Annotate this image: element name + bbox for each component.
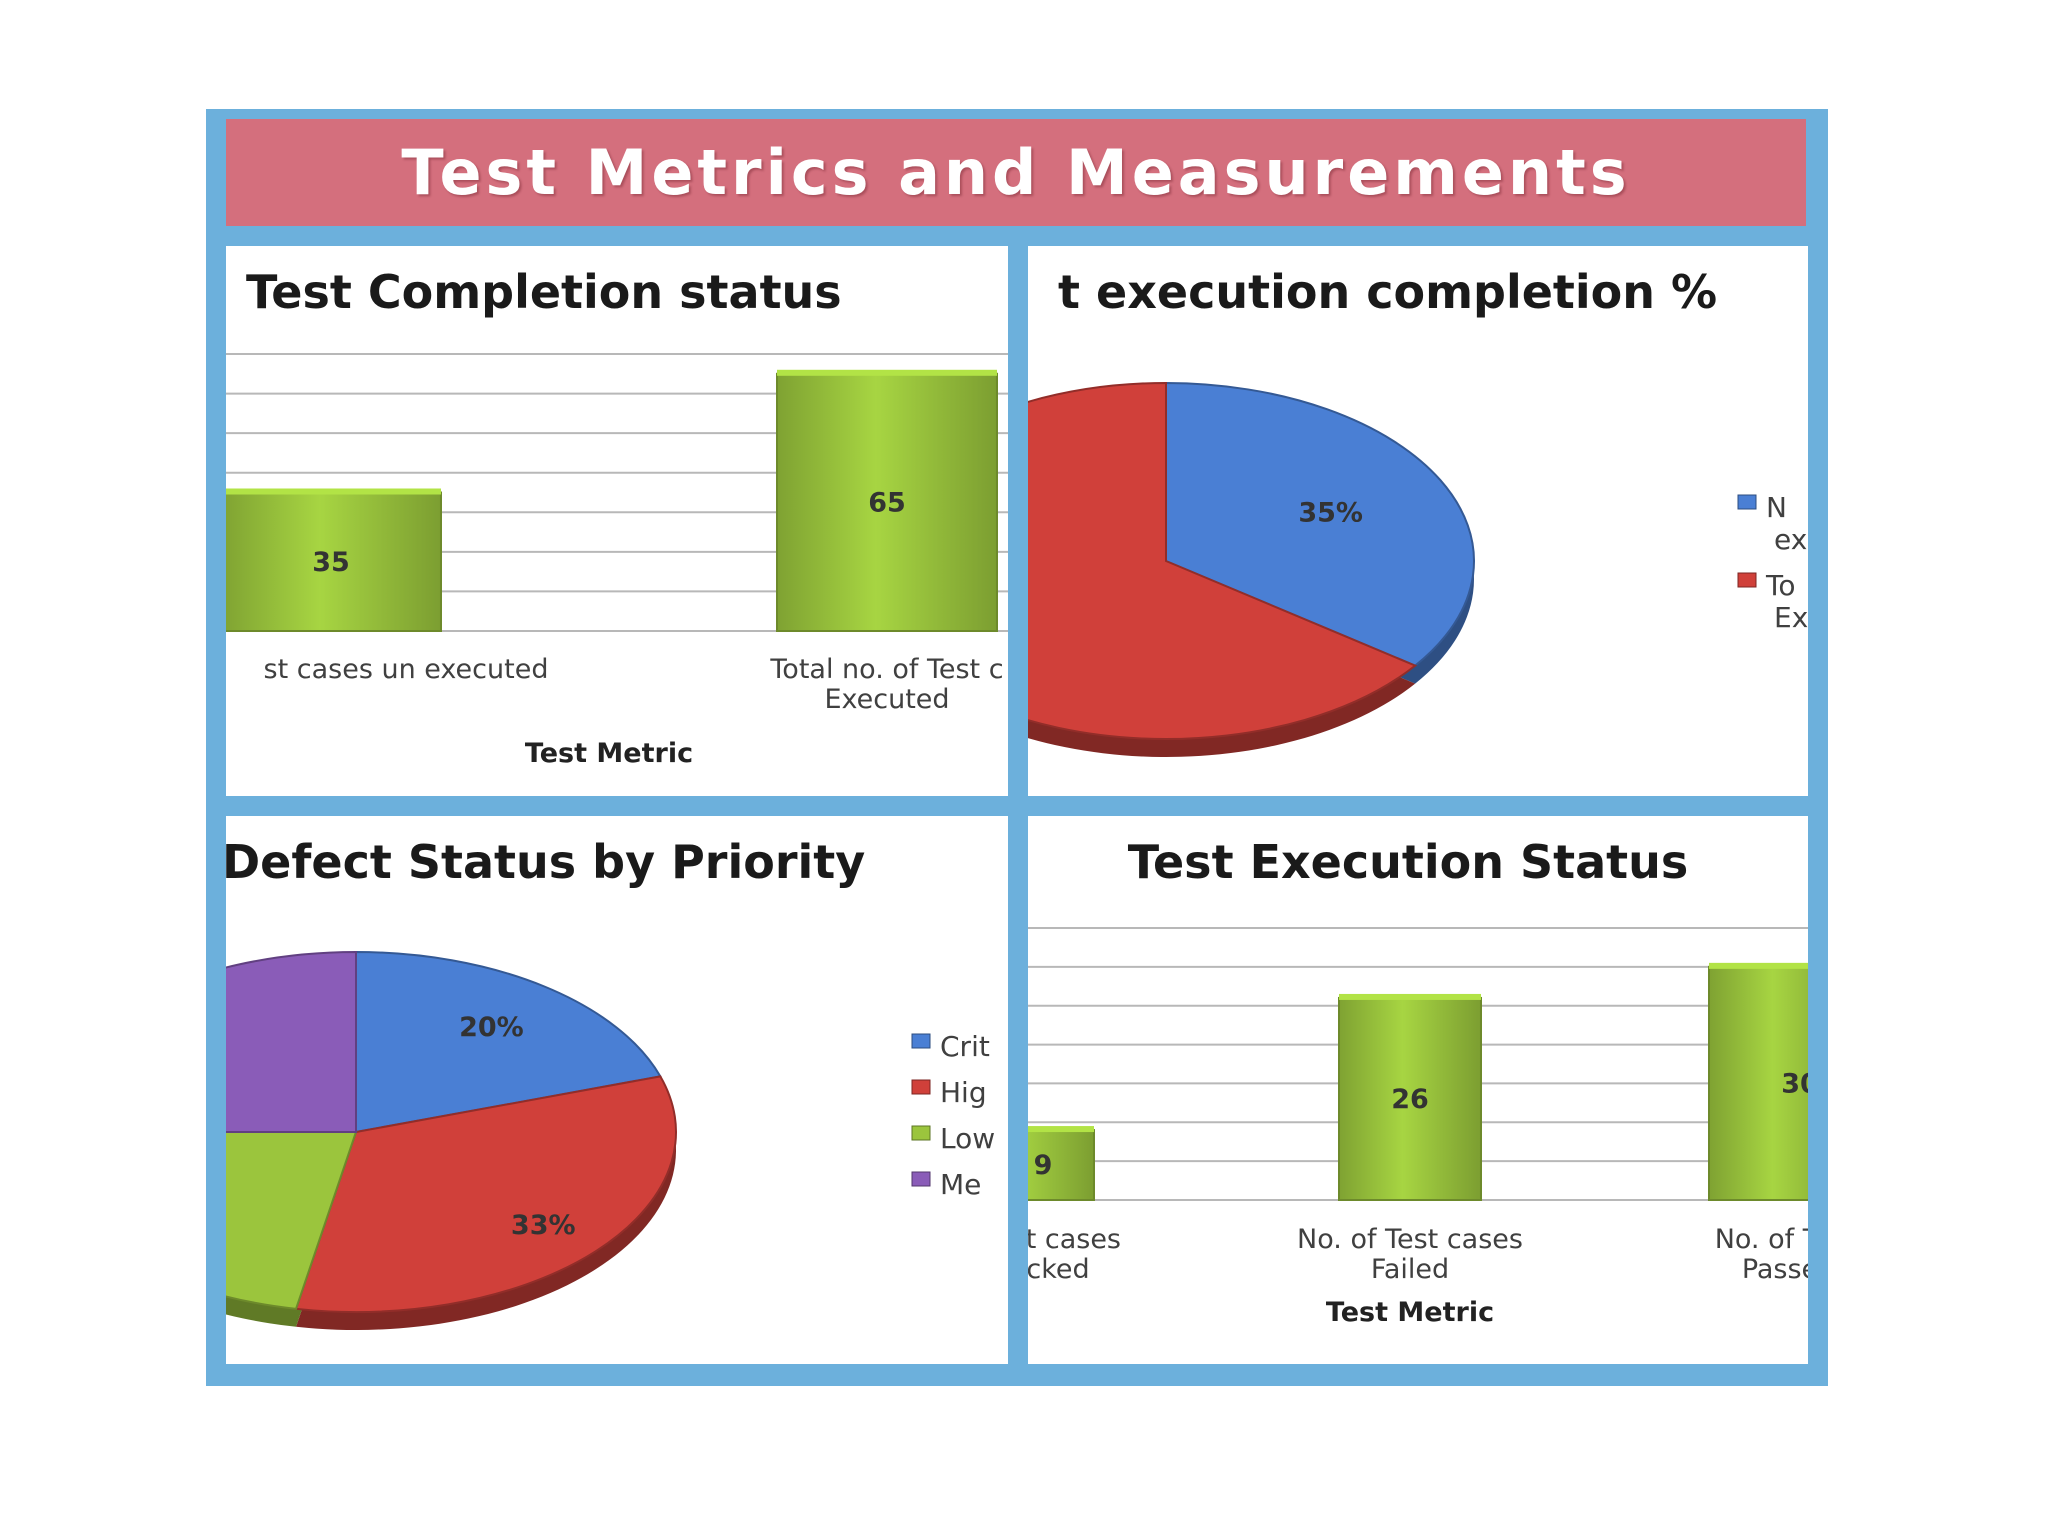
legend-label: Low [940,1122,995,1155]
bar [226,491,442,632]
legend-swatch [911,1125,931,1141]
bar [1708,965,1808,1201]
category-label: Executed [824,684,949,715]
category-label: Passe [1742,1254,1808,1285]
legend-label: Ex [1774,601,1808,634]
pie-slice [294,1075,677,1313]
defect-priority-pie-chart: Defect Status by Priority20%33%%CritHigL… [226,835,995,1330]
legend-label: Crit [940,1030,990,1063]
category-label: est cases [1028,1224,1121,1255]
bar-top-highlight [1709,962,1808,969]
pie-slice [226,1131,358,1310]
legend-swatch [1737,572,1757,588]
legend-label: N [1766,491,1787,524]
legend-swatch [911,1079,931,1095]
data-label: 30 [1781,1068,1808,1099]
bar-top-highlight [1339,993,1481,1000]
chart-title: Test Completion status [246,265,842,319]
bar-top-highlight [226,488,441,495]
legend-label: ex [1774,523,1807,556]
test-completion-bar-chart: Test Completion status 35 65 st cases un ex… [226,265,1008,769]
category-label: cked [1028,1254,1090,1285]
pie-slice [1028,381,1418,740]
category-label: st cases un executed [264,654,549,685]
legend-swatch [911,1171,931,1187]
category-label: No. of Test cases [1297,1224,1523,1255]
bar-top-highlight [777,369,997,376]
legend-swatch [1737,494,1757,510]
bar [1028,1129,1095,1201]
pie-slice [1165,381,1475,667]
data-label: 65 [868,487,906,518]
bar [776,372,998,633]
page-title: Test Metrics and Measurements [401,136,1631,209]
slice-label: 33% [511,1210,576,1241]
bar [1338,996,1482,1201]
slice-label: 20% [459,1012,524,1043]
category-label: No. of Tes [1715,1224,1808,1255]
pie-slice [355,950,662,1134]
data-label: 35 [312,547,350,578]
legend-label: Hig [940,1076,987,1109]
slice-label: 35% [1298,498,1363,529]
chart-title: t execution completion % [1058,265,1717,319]
legend-label: Me [940,1168,981,1201]
x-axis-label: Test Metric [525,738,693,769]
category-label: Total no. of Test c [769,654,1003,685]
chart-title: Test Execution Status [1128,835,1689,889]
legend-label: To [1765,569,1795,602]
title-banner: Test Metrics and Measurements [226,119,1806,226]
test-completion-panel: Test Completion status 35 65 st cases un ex… [226,246,1008,796]
bar-top-highlight [1028,1126,1094,1133]
category-label: Failed [1371,1254,1449,1285]
defect-priority-panel: Defect Status by Priority20%33%%CritHigL… [226,816,1008,1364]
legend-swatch [911,1033,931,1049]
x-axis-label: Test Metric [1326,1297,1494,1328]
data-label: 26 [1391,1084,1429,1115]
data-label: 9 [1034,1150,1053,1181]
pie-slice [226,950,357,1133]
chart-title: Defect Status by Priority [226,835,865,889]
